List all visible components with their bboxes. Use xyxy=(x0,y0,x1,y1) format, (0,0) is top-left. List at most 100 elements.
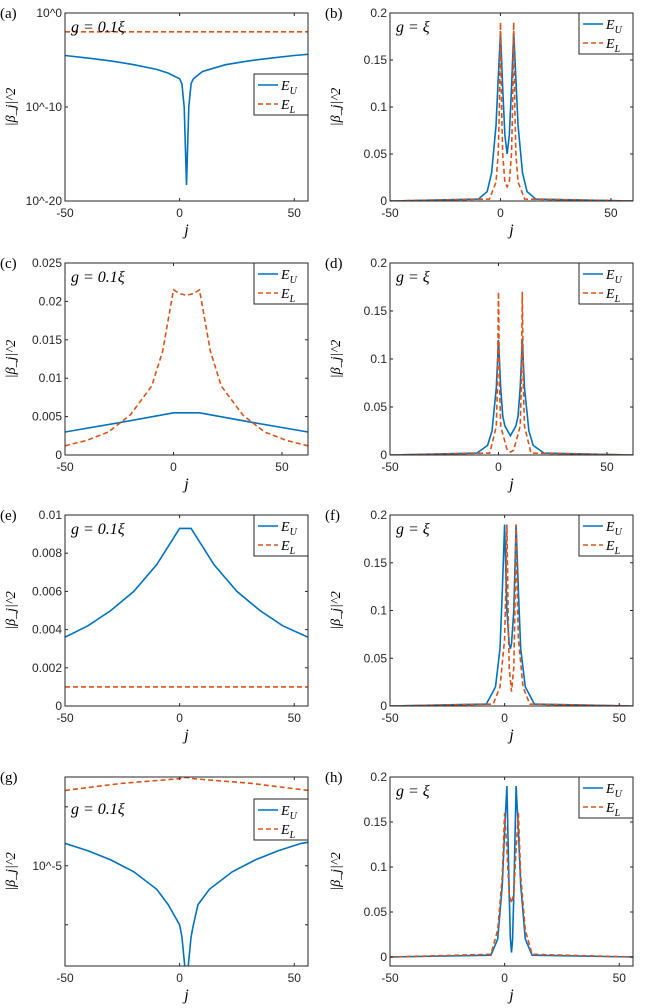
y-axis-label: |β_j|^2 xyxy=(4,340,19,378)
annotation: g = 0.1ξ xyxy=(71,19,125,36)
y-tick-label: 10^-5 xyxy=(32,859,62,873)
x-tick-label: 50 xyxy=(275,460,289,474)
y-tick-label: 0.15 xyxy=(364,556,388,570)
y-axis-label: |β_j|^2 xyxy=(4,591,19,629)
y-axis-label: |β_j|^2 xyxy=(329,340,344,378)
y-tick-label: 0.2 xyxy=(370,770,387,784)
panel-label: (g) xyxy=(0,770,18,786)
y-tick-label: 0.15 xyxy=(364,815,388,829)
x-tick-label: 0 xyxy=(176,971,183,985)
series-line-eu xyxy=(390,339,633,455)
x-tick-label: -50 xyxy=(381,460,399,474)
annotation: g = ξ xyxy=(396,19,430,36)
series-line-eu xyxy=(65,841,308,966)
y-tick-label: 0 xyxy=(380,950,387,964)
series-line-eu xyxy=(65,411,308,433)
x-axis-label: j xyxy=(182,987,189,1004)
x-tick-label: -50 xyxy=(56,206,74,220)
y-tick-label: 10^-10 xyxy=(26,100,63,114)
y-tick-label: 0 xyxy=(380,448,387,462)
x-axis-label: j xyxy=(507,222,514,239)
y-axis-label: |β_j|^2 xyxy=(4,88,19,126)
y-tick-label: 0.2 xyxy=(370,508,387,522)
x-tick-label: 0 xyxy=(170,460,177,474)
x-tick-label: 50 xyxy=(604,206,618,220)
legend-label: EL xyxy=(280,539,296,557)
y-tick-label: 0 xyxy=(380,699,387,713)
y-axis-label: |β_j|^2 xyxy=(329,852,344,890)
axes-box xyxy=(64,514,309,707)
x-tick-label: 0 xyxy=(176,711,183,725)
y-tick-label: 0.2 xyxy=(370,256,387,270)
annotation: g = ξ xyxy=(396,783,430,800)
legend-label: EU xyxy=(280,79,298,97)
y-tick-label: 0.1 xyxy=(370,604,387,618)
x-tick-label: -50 xyxy=(381,711,399,725)
panel-label: (c) xyxy=(0,256,17,272)
annotation: g = ξ xyxy=(396,521,430,538)
series-line-eu xyxy=(390,524,633,706)
x-axis-label: j xyxy=(507,987,514,1004)
series-line-el xyxy=(390,22,633,201)
x-tick-label: 0 xyxy=(501,711,508,725)
x-tick-label: 50 xyxy=(613,971,627,985)
y-tick-label: 0.1 xyxy=(370,860,387,874)
legend-label: EL xyxy=(605,539,621,557)
panel-label: (h) xyxy=(325,770,343,786)
legend-label: EL xyxy=(280,98,296,116)
series-line-el xyxy=(65,777,308,792)
x-tick-label: -50 xyxy=(381,971,399,985)
y-tick-label: 0.004 xyxy=(32,623,62,637)
x-tick-label: 50 xyxy=(288,971,302,985)
y-tick-label: 0 xyxy=(55,699,62,713)
legend-label: EU xyxy=(605,520,623,538)
annotation: g = 0.1ξ xyxy=(71,269,125,286)
y-tick-label: 0.005 xyxy=(32,410,62,424)
y-tick-label: 0.05 xyxy=(364,400,388,414)
x-tick-label: 50 xyxy=(288,206,302,220)
axes-box xyxy=(389,776,634,967)
series-line-el xyxy=(65,288,308,447)
y-tick-label: 0.05 xyxy=(364,651,388,665)
legend-label: EU xyxy=(605,18,623,36)
annotation: g = ξ xyxy=(396,269,430,286)
legend-label: EU xyxy=(280,268,298,286)
legend-box xyxy=(578,12,634,55)
series-line-el xyxy=(390,524,633,706)
x-axis-label: j xyxy=(507,476,514,493)
x-tick-label: 0 xyxy=(497,206,504,220)
y-tick-label: 0.15 xyxy=(364,304,388,318)
x-tick-label: 50 xyxy=(613,711,627,725)
x-tick-label: -50 xyxy=(381,206,399,220)
y-tick-label: 0.01 xyxy=(39,508,63,522)
legend-label: EL xyxy=(280,823,296,841)
legend-label: EU xyxy=(605,782,623,800)
y-tick-label: 0.05 xyxy=(364,147,388,161)
x-tick-label: 0 xyxy=(176,206,183,220)
y-tick-label: 0.05 xyxy=(364,905,388,919)
panel-a: -50 0 50 10^-20 10^-10 10^0 (a) g = 0.1ξ j |β_j|^… xyxy=(0,6,309,239)
series-line-el xyxy=(390,812,633,958)
y-tick-label: 10^0 xyxy=(36,6,62,20)
legend-label: EL xyxy=(605,287,621,305)
y-tick-label: 0.008 xyxy=(32,546,62,560)
y-tick-label: 0.015 xyxy=(32,333,62,347)
y-tick-label: 0.1 xyxy=(370,100,387,114)
y-tick-label: 0 xyxy=(55,448,62,462)
y-tick-label: 0 xyxy=(380,194,387,208)
x-tick-label: -50 xyxy=(56,460,74,474)
legend-label: EU xyxy=(280,804,298,822)
y-tick-label: 10^-20 xyxy=(26,194,63,208)
legend-box xyxy=(253,262,309,305)
x-tick-label: 50 xyxy=(600,460,614,474)
x-axis-label: j xyxy=(182,222,189,239)
axes-box xyxy=(64,776,309,967)
